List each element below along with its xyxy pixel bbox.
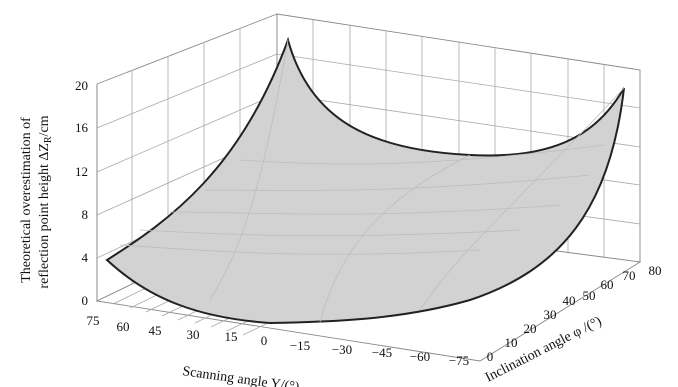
z-tick: 20 [75, 78, 88, 93]
x-tick: −75 [449, 353, 469, 368]
x-tick: −30 [332, 342, 352, 357]
z-tick: 8 [82, 207, 89, 222]
y-tick: 10 [505, 335, 518, 350]
y-tick: 30 [544, 307, 557, 322]
z-axis-label: Theoretical overestimation of reflection… [19, 115, 54, 288]
y-tick: 20 [524, 321, 537, 336]
y-tick: 80 [649, 263, 662, 278]
y-tick: 60 [601, 277, 614, 292]
surface-plot [105, 36, 625, 325]
x-tick: 60 [117, 319, 130, 334]
z-axis: 0 4 8 12 16 20 [75, 78, 98, 308]
z-label-subscript: R [43, 136, 54, 143]
z-tick: 4 [82, 250, 89, 265]
z-label-line1: Theoretical overestimation of [19, 117, 34, 283]
x-axis: 75 60 45 30 15 0 −15 −30 −45 −60 −75 [87, 313, 470, 368]
x-tick: 15 [225, 329, 238, 344]
z-label-main: reflection point height ΔZ [37, 143, 52, 288]
x-tick: −60 [410, 349, 430, 364]
y-tick: 0 [487, 349, 494, 364]
z-tick: 16 [75, 120, 89, 135]
y-axis: 0 10 20 30 40 50 60 70 80 [487, 263, 662, 364]
surface-mesh [119, 144, 606, 255]
x-axis-label: Scanning angle Y/(°) [181, 364, 300, 387]
z-label-unit: /cm [37, 115, 52, 136]
y-tick: 40 [563, 293, 576, 308]
x-tick: 0 [261, 333, 268, 348]
z-label-line2: reflection point height ΔZR/cm [37, 115, 54, 288]
y-tick: 50 [583, 288, 596, 303]
z-tick: 12 [75, 164, 88, 179]
x-tick: 45 [149, 323, 162, 338]
y-tick: 70 [623, 268, 636, 283]
x-tick: −45 [372, 345, 392, 360]
x-tick: 30 [187, 327, 200, 342]
x-tick: −15 [290, 338, 310, 353]
z-tick: 0 [82, 293, 89, 308]
surface-mesh-radial [209, 39, 625, 323]
x-tick: 75 [87, 313, 100, 328]
